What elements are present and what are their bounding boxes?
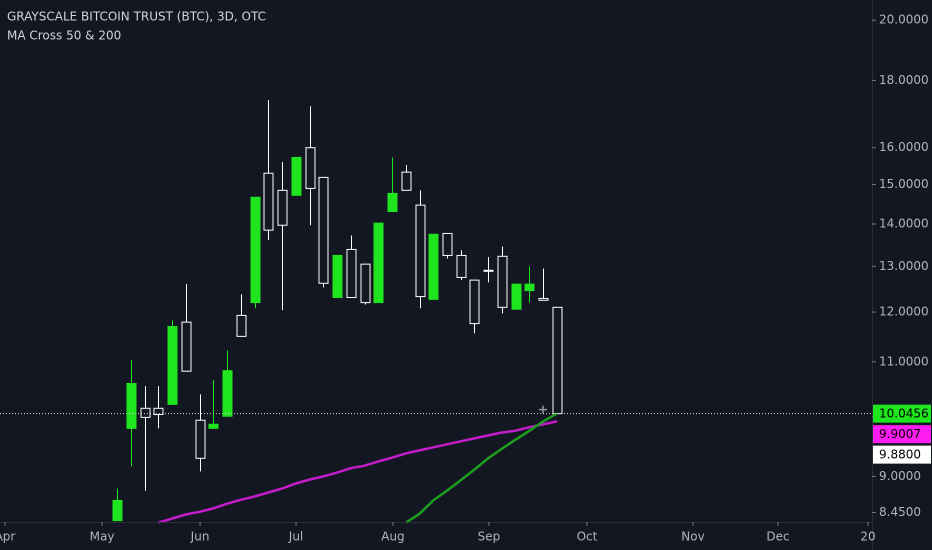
candle-body [346, 248, 357, 298]
candle-body [524, 283, 535, 292]
price-label: 10.0456 [879, 407, 929, 421]
candle-body [277, 189, 288, 226]
candle-body [318, 176, 329, 284]
price-label-box [873, 425, 931, 444]
candle-body [208, 423, 219, 429]
y-tick-label: 14.0000 [879, 216, 929, 230]
candle-body [222, 370, 233, 417]
y-tick-label: 18.0000 [879, 73, 929, 87]
candle-body [167, 326, 178, 405]
candle-body [497, 255, 508, 308]
candle-body [373, 222, 384, 304]
x-tick-label: Apr [0, 530, 15, 544]
x-tick-label: Aug [381, 530, 404, 544]
candle-body [181, 321, 192, 372]
candle-body [483, 269, 494, 272]
price-label: 9.8800 [879, 448, 921, 462]
y-tick-label: 20.0000 [879, 13, 929, 27]
candle-body [442, 232, 453, 256]
candle-body [153, 407, 164, 416]
candle-body [332, 254, 343, 298]
ma-line [157, 420, 558, 524]
price-label-box [873, 404, 931, 423]
y-tick-label: 8.4500 [879, 505, 921, 519]
y-tick-label: 13.0000 [879, 259, 929, 273]
candle-body [428, 233, 439, 300]
candle-body [305, 147, 316, 189]
x-tick-label: 20 [860, 530, 875, 544]
candle-body [250, 196, 261, 304]
price-label: 9.9007 [879, 427, 921, 441]
y-tick-label: 16.0000 [879, 140, 929, 154]
candle-body [415, 204, 426, 298]
x-tick-label: Sep [478, 530, 501, 544]
crosshair-icon [538, 405, 547, 414]
x-tick-label: Dec [766, 530, 789, 544]
chart-subtitle: MA Cross 50 & 200 [7, 29, 121, 43]
candle-body [263, 172, 274, 231]
x-tick-label: Oct [577, 530, 598, 544]
y-tick-label: 9.0000 [879, 469, 921, 483]
candle-body [387, 192, 398, 212]
candle-body [552, 306, 563, 415]
candle-body [511, 283, 522, 310]
x-tick-label: Nov [681, 530, 704, 544]
candle-body [401, 171, 412, 191]
candle-body [112, 499, 123, 522]
candle-body [456, 254, 467, 278]
ma-line [405, 412, 558, 524]
price-label-box [873, 445, 931, 464]
x-tick-label: Jun [190, 530, 210, 544]
plot-area [0, 100, 872, 524]
chart-title: GRAYSCALE BITCOIN TRUST (BTC), 3D, OTC [7, 10, 266, 24]
candle-body [195, 419, 206, 459]
y-tick-label: 15.0000 [879, 177, 929, 191]
x-tick-label: Jul [288, 530, 303, 544]
candle-body [236, 314, 247, 337]
y-tick-label: 12.0000 [879, 305, 929, 319]
candle-body [291, 156, 302, 196]
candle-body [140, 407, 151, 418]
candle-body [538, 297, 549, 301]
candle-body [126, 382, 137, 429]
y-tick-label: 11.0000 [879, 354, 929, 368]
candle-body [360, 263, 371, 304]
x-tick-label: May [90, 530, 115, 544]
candle-body [469, 279, 480, 325]
